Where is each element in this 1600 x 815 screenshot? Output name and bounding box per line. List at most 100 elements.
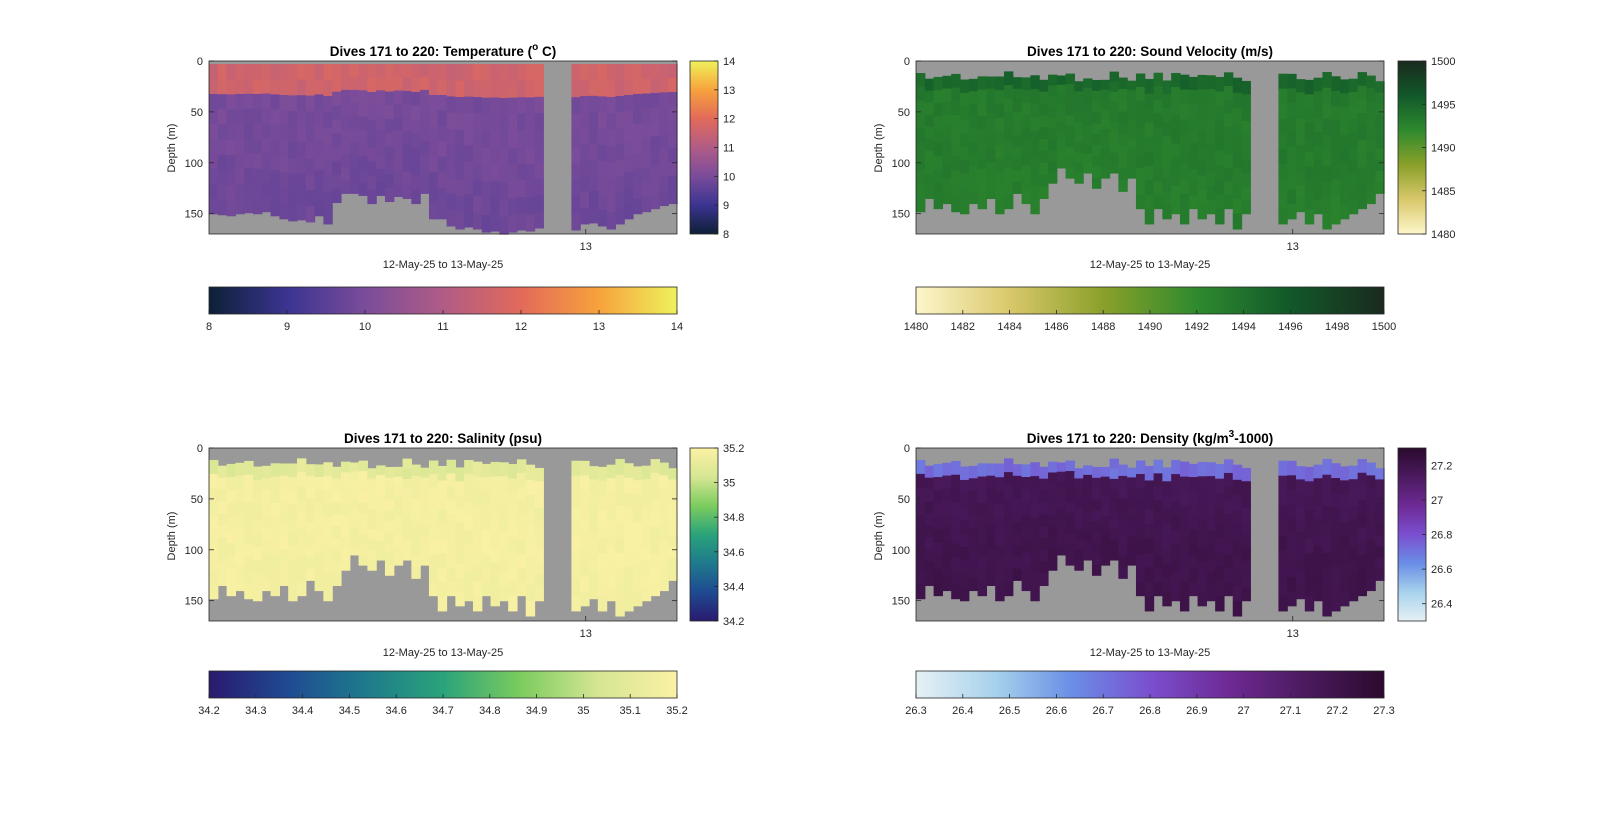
depth-cell [615,584,625,601]
depth-cell [217,124,228,140]
depth-cell [1083,144,1093,155]
depth-cell [1322,213,1332,230]
depth-cell [1109,132,1119,144]
depth-cell [1083,125,1093,136]
sound-velocity-panel: Dives 171 to 220: Sound Velocity (m/s) 0… [873,44,1455,333]
sound-velocity-xlabel: 12-May-25 to 13-May-25 [1090,259,1210,271]
depth-cell [1296,92,1306,107]
depth-cell [1179,193,1190,210]
dive-column [1179,461,1190,612]
depth-cell [924,537,935,551]
depth-cell [305,568,316,581]
depth-cell [1021,552,1031,566]
depth-cell [481,131,492,149]
depth-cell [314,139,324,156]
depth-cell [606,195,617,214]
depth-cell [1083,541,1093,552]
depth-cell [314,64,324,80]
depth-cell [1083,531,1093,542]
depth-cell [597,209,608,227]
dive-column [1223,72,1234,210]
dive-column [1127,80,1137,179]
depth-cell [323,191,333,209]
depth-cell [516,64,527,82]
dive-column [1135,460,1146,597]
depth-cell [1331,164,1341,181]
depth-cell [1003,499,1014,514]
depth-cell [1304,582,1315,598]
depth-cell [571,163,581,181]
depth-cell [288,173,298,191]
sound-velocity-title: Dives 171 to 220: Sound Velocity (m/s) [1027,44,1273,59]
depth-cell [508,164,518,183]
depth-cell [481,181,492,199]
depth-cell [659,462,669,476]
depth-cell [1153,541,1163,556]
depth-cell [279,79,289,96]
depth-cell [481,569,492,583]
depth-cell [1056,158,1067,169]
depth-cell [1083,154,1093,165]
y-tick-label: 150 [892,596,910,608]
dive-column [1083,465,1093,561]
depth-cell [279,203,289,220]
depth-cell [1287,518,1297,534]
depth-cell [1091,553,1102,565]
depth-cell [1030,503,1040,519]
depth-cell [244,153,254,169]
depth-cell [1065,84,1075,96]
depth-cell [490,461,500,477]
depth-cell [1047,494,1058,506]
depth-cell [516,196,527,214]
dive-column [1047,74,1058,184]
depth-cell [1039,103,1049,116]
dive-column [270,64,280,217]
depth-cell [916,501,926,517]
colorbar-tick-label: 35 [723,478,735,490]
depth-cell [650,540,660,556]
depth-cell [1091,477,1102,490]
depth-cell [1100,168,1111,179]
depth-cell [1322,600,1332,617]
depth-cell [1232,123,1243,139]
colorbar-tick-label: 34.8 [479,705,500,717]
dive-column [1188,76,1199,210]
depth-cell [455,113,465,131]
depth-cell [1012,112,1023,125]
depth-cell [252,533,263,548]
depth-cell [472,536,483,552]
depth-cell [455,467,465,482]
depth-cell [1313,145,1324,160]
depth-cell [1109,499,1119,510]
depth-cell [305,206,316,223]
depth-cell [659,539,669,553]
depth-cell [376,116,386,131]
depth-cell [1162,149,1172,165]
depth-cell [296,141,307,159]
dive-column [1357,72,1367,210]
depth-cell [367,478,377,490]
depth-cell [1127,100,1137,111]
depth-cell [959,146,970,161]
depth-cell [305,64,316,81]
depth-cell [428,110,439,127]
depth-cell [995,186,1005,201]
depth-cell [1331,179,1341,195]
depth-cell [1021,90,1031,104]
depth-cell [314,94,324,111]
dive-column [624,463,634,612]
depth-cell [402,144,412,159]
depth-cell [624,492,634,509]
depth-cell [1322,553,1332,570]
depth-cell [1197,505,1207,521]
depth-cell [1012,557,1023,570]
dive-column [1039,466,1049,586]
density-title: Dives 171 to 220: Density (kg/m3-1000) [1027,429,1273,446]
depth-cell [508,181,518,199]
depth-cell [279,141,289,158]
dive-column [446,459,456,597]
depth-cell [1232,510,1243,526]
depth-cell [244,123,254,139]
depth-cell [1171,558,1181,574]
depth-cell [437,203,448,220]
